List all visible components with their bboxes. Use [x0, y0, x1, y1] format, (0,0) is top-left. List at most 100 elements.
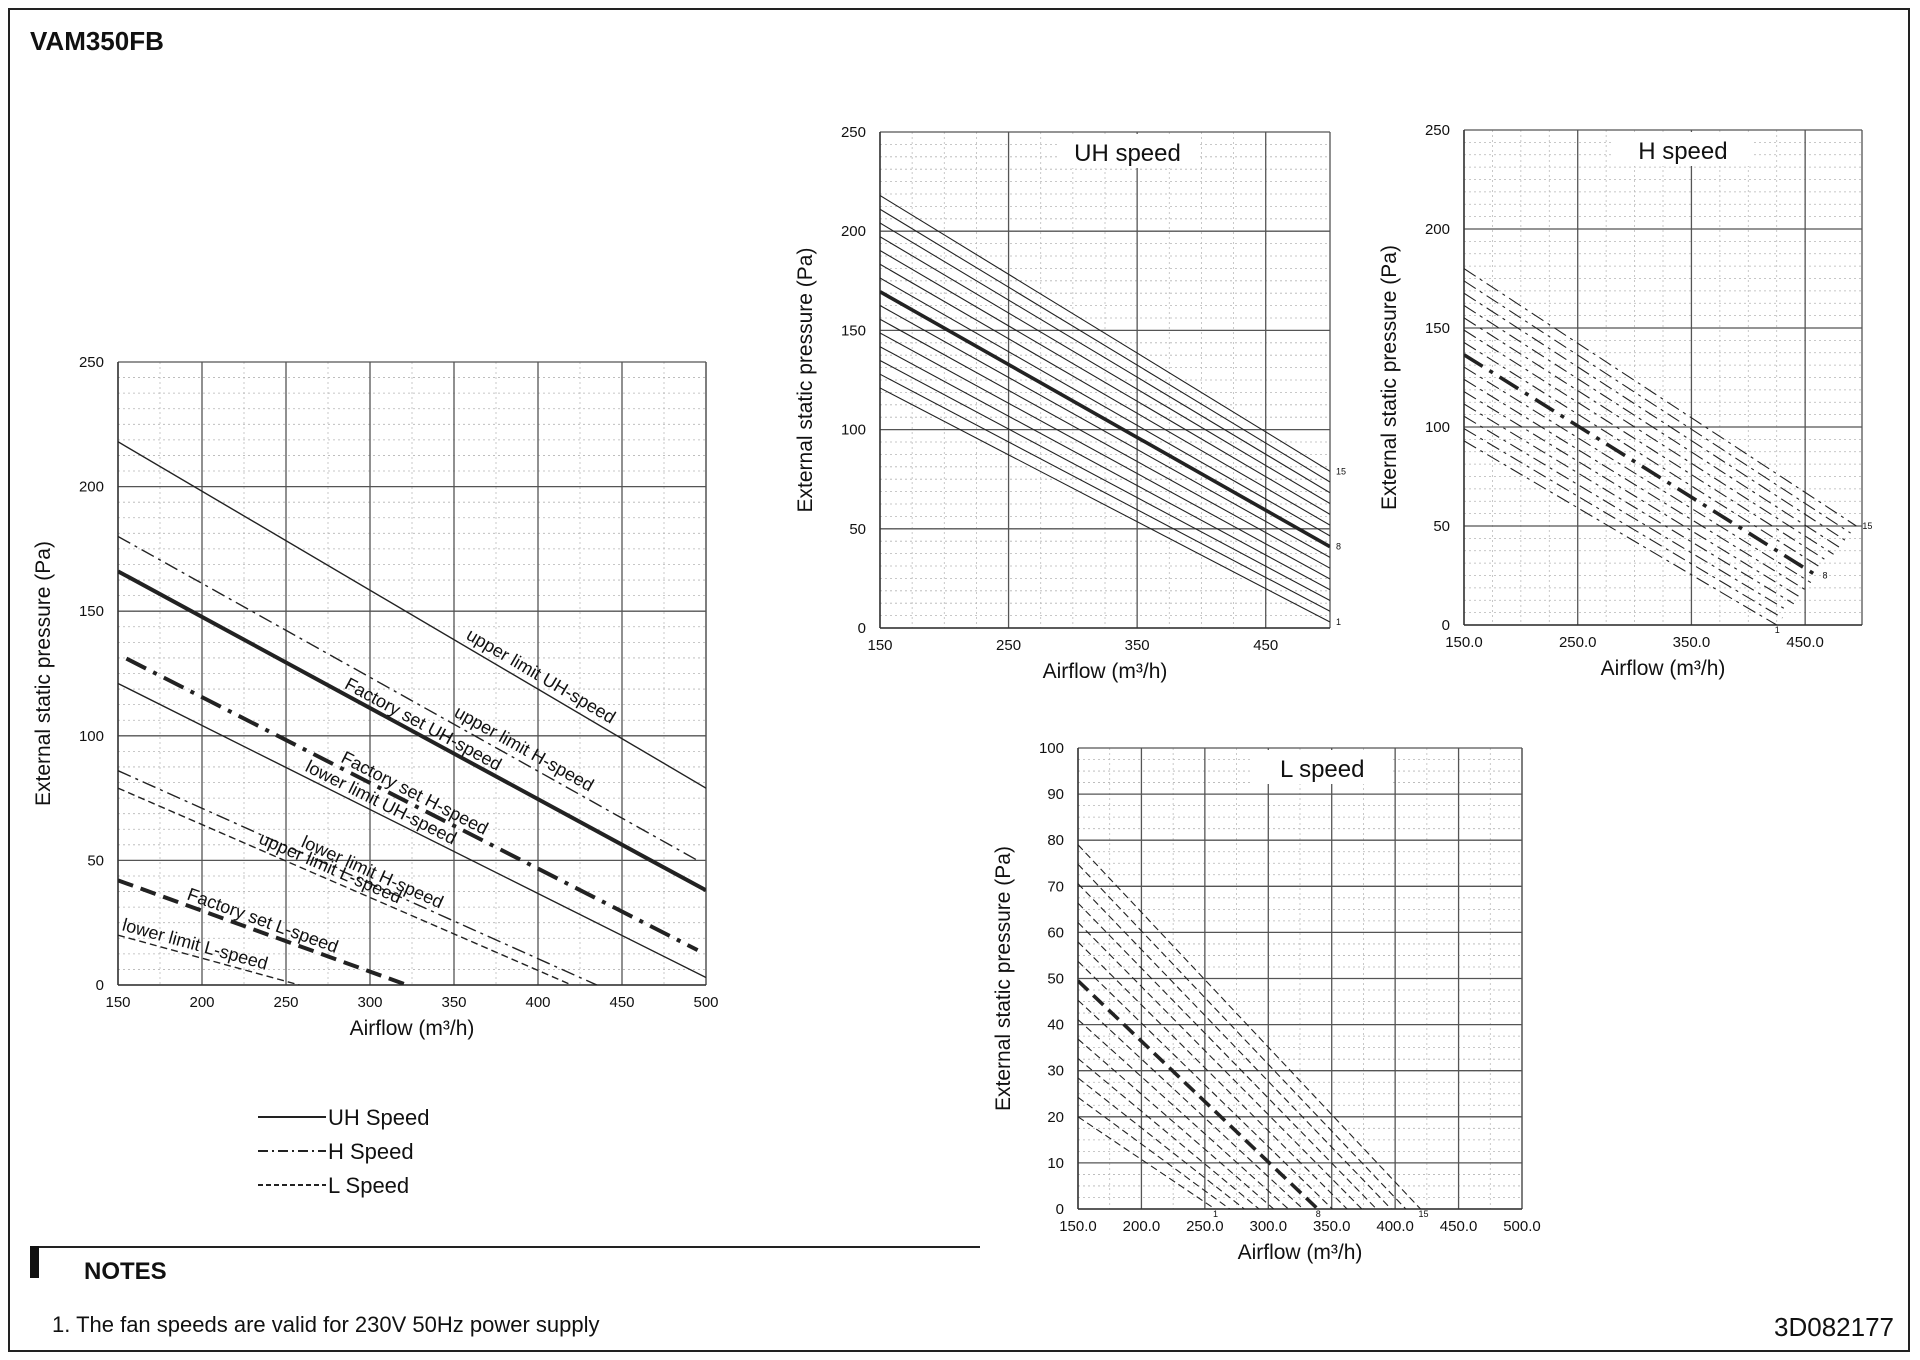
x-tick-label: 400.0 — [1376, 1218, 1414, 1235]
legend: UH Speed H Speed L Speed — [258, 1105, 430, 1198]
series-line — [1078, 863, 1407, 1209]
series-line — [880, 263, 1330, 526]
y-tick-label: 100 — [1039, 740, 1064, 757]
series-line — [880, 346, 1330, 591]
notes-divider — [30, 1246, 980, 1248]
series-line — [880, 290, 1330, 549]
y-tick-label: 0 — [1056, 1201, 1064, 1218]
y-tick-label: 250 — [841, 124, 866, 141]
series-line — [880, 195, 1330, 472]
y-tick-label: 70 — [1047, 878, 1064, 895]
series-line — [125, 656, 699, 952]
x-tick-label: 350.0 — [1313, 1218, 1351, 1235]
series-line — [118, 770, 598, 985]
y-tick-label: 60 — [1047, 924, 1064, 941]
series-line — [1078, 999, 1304, 1209]
series-line — [1464, 305, 1840, 548]
x-tick-label: 450.0 — [1786, 634, 1824, 651]
series-line — [880, 208, 1330, 483]
series-line — [118, 682, 706, 979]
x-tick-label: 450 — [1253, 637, 1278, 654]
chart-h: 150.0 250.0 350.0 450.0 0 50 100 150 200 250 Airfl… — [1378, 122, 1872, 680]
series-annotation: upper limit UH-speed — [463, 624, 619, 727]
x-tick-label: 450 — [609, 994, 634, 1011]
series-line — [1464, 440, 1777, 625]
series-line — [1464, 353, 1818, 578]
chart-title: H speed — [1638, 138, 1727, 165]
series-line — [118, 787, 572, 985]
document-code: 3D082177 — [1774, 1312, 1894, 1342]
series-line — [1078, 922, 1363, 1209]
title-box — [1252, 750, 1393, 784]
line-number-label: 1 — [1775, 625, 1780, 635]
x-tick-label: 150 — [105, 994, 130, 1011]
x-axis-label: Airflow (m³/h) — [1238, 1241, 1363, 1264]
series-line — [1464, 280, 1851, 534]
y-tick-label: 150 — [1425, 320, 1450, 337]
series-line — [880, 387, 1330, 623]
series-line — [1078, 1058, 1260, 1209]
y-tick-label: 10 — [1047, 1155, 1064, 1172]
series-line — [118, 441, 706, 789]
x-axis-label: Airflow (m³/h) — [350, 1017, 475, 1040]
y-tick-label: 50 — [1047, 971, 1064, 988]
series-line — [1464, 403, 1795, 605]
series-line — [1464, 378, 1806, 591]
x-tick-label: 250 — [996, 637, 1021, 654]
series-line — [1464, 366, 1812, 584]
y-tick-label: 150 — [79, 603, 104, 620]
series-line — [880, 277, 1330, 537]
y-tick-label: 0 — [96, 977, 104, 994]
series-line — [1078, 883, 1392, 1209]
legend-label: L Speed — [328, 1173, 409, 1198]
series-line — [1078, 1116, 1216, 1209]
x-tick-label: 400 — [525, 994, 550, 1011]
chart-l: 150.0 200.0 250.0 300.0 350.0 400.0 450.0 500.0… — [992, 740, 1541, 1264]
series-group — [880, 195, 1330, 623]
legend-label: UH Speed — [328, 1105, 430, 1130]
line-number-label: 8 — [1336, 542, 1341, 552]
x-tick-label: 250 — [273, 994, 298, 1011]
series-line — [880, 332, 1330, 580]
y-axis-label: External static pressure (Pa) — [1378, 245, 1401, 510]
title-box — [1612, 132, 1753, 166]
notes-marker — [30, 1246, 39, 1278]
series-line — [1078, 1096, 1231, 1209]
y-axis-label: External static pressure (Pa) — [992, 846, 1015, 1111]
series-line — [1464, 428, 1783, 619]
series-line — [880, 373, 1330, 612]
x-tick-label: 500.0 — [1503, 1218, 1541, 1235]
x-tick-label: 200 — [189, 994, 214, 1011]
x-axis-label: Airflow (m³/h) — [1601, 657, 1726, 680]
series-group — [118, 441, 706, 985]
x-tick-label: 300 — [357, 994, 382, 1011]
y-tick-label: 250 — [1425, 122, 1450, 139]
series-line — [1078, 1077, 1245, 1209]
y-tick-label: 0 — [858, 620, 866, 637]
series-line — [880, 359, 1330, 601]
x-tick-label: 150 — [867, 637, 892, 654]
x-tick-label: 250.0 — [1186, 1218, 1224, 1235]
x-axis-label: Airflow (m³/h) — [1043, 660, 1168, 683]
series-line — [118, 878, 408, 985]
y-tick-label: 0 — [1442, 617, 1450, 634]
x-tick-label: 350.0 — [1673, 634, 1711, 651]
note-item: 1. The fan speeds are valid for 230V 50H… — [52, 1312, 600, 1337]
series-line — [118, 569, 706, 893]
legend-label: H Speed — [328, 1139, 414, 1164]
y-tick-label: 50 — [849, 521, 866, 538]
page-frame — [8, 8, 1910, 1352]
y-tick-label: 100 — [841, 422, 866, 439]
line-number-label: 8 — [1823, 571, 1828, 581]
y-tick-label: 150 — [841, 322, 866, 339]
series-line — [880, 304, 1330, 558]
y-axis-label: External static pressure (Pa) — [32, 541, 55, 806]
series-line — [1078, 1038, 1275, 1209]
series-line — [880, 236, 1330, 505]
line-number-label: 15 — [1336, 466, 1346, 476]
series-line — [1464, 341, 1823, 569]
x-tick-label: 350 — [441, 994, 466, 1011]
series-line — [880, 318, 1330, 569]
line-number-label: 1 — [1213, 1209, 1218, 1219]
